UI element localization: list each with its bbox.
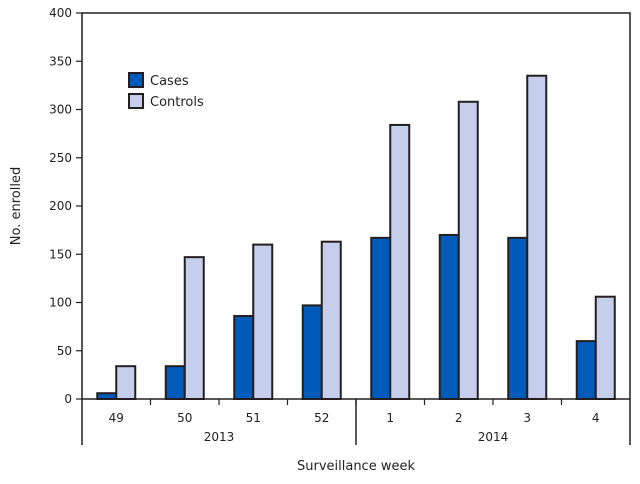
x-tick-label: 51 xyxy=(246,411,261,425)
x-axis-label: Surveillance week xyxy=(297,459,415,474)
bar-controls-4 xyxy=(594,295,616,400)
bar-cases-2 xyxy=(438,233,460,400)
x-tick-label: 52 xyxy=(314,411,329,425)
x-tick-label: 2 xyxy=(455,411,463,425)
legend-label-controls: Controls xyxy=(150,95,204,110)
legend-label-cases: Cases xyxy=(150,74,189,89)
y-tick-label: 150 xyxy=(49,247,72,261)
legend: Cases Controls xyxy=(128,72,204,110)
bar-controls-50 xyxy=(183,256,205,400)
y-tick-label: 400 xyxy=(49,6,72,20)
axes: 0 50 100 150 200 250 300 350 400 49 50 51 52 1 2 3 4 2013… xyxy=(49,6,631,445)
bar-controls-1 xyxy=(389,123,411,400)
x-tick-label: 49 xyxy=(109,411,124,425)
plot-frame xyxy=(81,12,631,400)
legend-swatch-cases xyxy=(128,72,144,88)
y-tick-label: 200 xyxy=(49,199,72,213)
bar-controls-49 xyxy=(115,365,137,401)
bar-cases-4 xyxy=(575,340,597,401)
y-tick-label: 300 xyxy=(49,103,72,117)
y-tick-label: 100 xyxy=(49,296,72,310)
y-tick-label: 50 xyxy=(57,344,72,358)
bar-controls-52 xyxy=(320,240,342,400)
bar-cases-51 xyxy=(233,315,255,401)
y-tick-label: 350 xyxy=(49,54,72,68)
bar-controls-2 xyxy=(457,100,479,400)
bar-cases-52 xyxy=(301,304,323,400)
bar-controls-3 xyxy=(526,74,548,400)
bar-cases-3 xyxy=(507,236,529,400)
legend-swatch-controls xyxy=(128,93,144,109)
x-tick-label: 50 xyxy=(177,411,192,425)
year-label-2013: 2013 xyxy=(204,430,235,444)
y-tick-label: 0 xyxy=(64,392,72,406)
y-tick-label: 250 xyxy=(49,151,72,165)
x-tick-label: 3 xyxy=(523,411,531,425)
x-tick-label: 4 xyxy=(592,411,600,425)
year-label-2014: 2014 xyxy=(478,430,509,444)
y-axis-label: No. enrolled xyxy=(9,167,24,245)
x-tick-label: 1 xyxy=(386,411,394,425)
bar-cases-50 xyxy=(164,365,186,401)
bar-cases-49 xyxy=(96,392,118,400)
bars xyxy=(96,74,616,401)
bar-controls-51 xyxy=(252,243,274,400)
bar-cases-1 xyxy=(370,236,392,400)
